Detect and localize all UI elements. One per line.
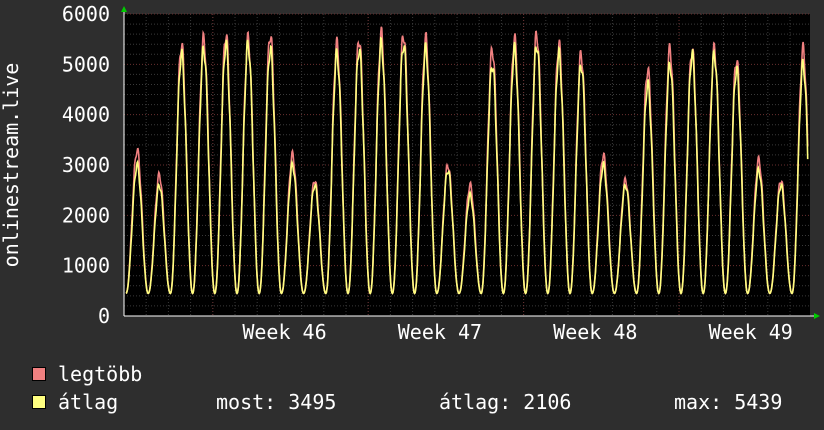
y-tick-label: 3000 <box>62 153 110 177</box>
x-tick-label: Week 47 <box>398 320 482 344</box>
x-axis-arrow <box>814 313 820 319</box>
series-group <box>125 26 809 295</box>
y-axis-arrow <box>121 6 127 12</box>
y-tick-label: 6000 <box>62 2 110 26</box>
axes: 0 1000 2000 3000 4000 5000 6000 Week 46 Week 47 W… <box>62 2 820 344</box>
x-tick-label: Week 46 <box>242 320 326 344</box>
y-tick-label: 5000 <box>62 52 110 76</box>
x-tick-label: Week 48 <box>553 320 637 344</box>
y-tick-label: 4000 <box>62 103 110 127</box>
x-tick-label: Week 49 <box>709 320 793 344</box>
y-tick-label: 2000 <box>62 203 110 227</box>
y-tick-label: 1000 <box>62 254 110 278</box>
series-line-avg <box>125 36 809 295</box>
y-tick-label: 0 <box>98 304 110 328</box>
y-axis-title: onlinestream.live <box>0 63 23 268</box>
